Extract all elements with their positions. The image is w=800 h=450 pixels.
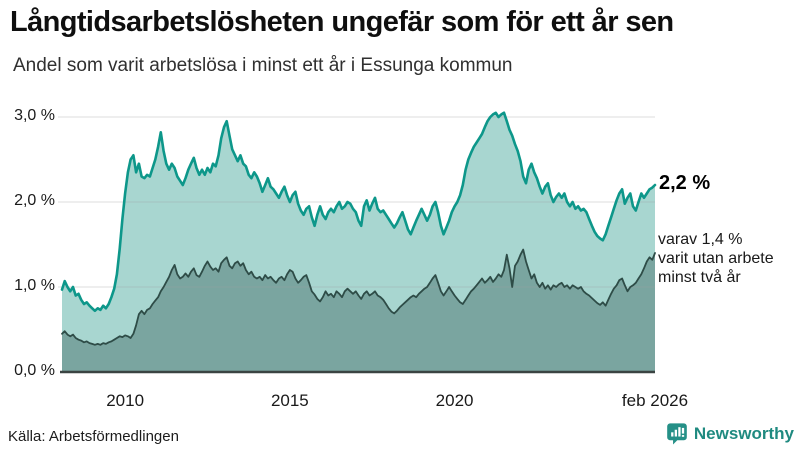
latest-value-label: 2,2 % [659, 172, 711, 194]
two-year-annotation: varav 1,4 % varit utan arbete minst två … [658, 230, 774, 287]
x-axis-tick-label: 2020 [435, 391, 474, 410]
y-axis-tick-label: 2,0 % [14, 192, 55, 209]
y-axis-tick-label: 1,0 % [14, 277, 55, 294]
annotation-line: varav 1,4 % [658, 231, 743, 248]
newsworthy-wordmark: Newsworthy [693, 423, 794, 443]
source-note: Källa: Arbetsförmedlingen [8, 428, 179, 445]
line-total [60, 111, 657, 313]
annotation-line: minst två år [658, 269, 741, 286]
page-subtitle: Andel som varit arbetslösa i minst ett å… [13, 55, 513, 76]
newsworthy-logo[interactable]: Newsworthy [666, 422, 794, 445]
y-axis-tick-label: 0,0 % [14, 362, 55, 379]
newsworthy-chart-bubble-icon [667, 423, 687, 445]
x-axis-tick-label: feb 2026 [621, 391, 689, 410]
page-title: Långtidsarbetslösheten ungefär som för e… [10, 6, 674, 38]
area-two-years [62, 249, 655, 372]
y-axis-tick-label: 3,0 % [14, 107, 55, 124]
annotation-line: varit utan arbete [658, 250, 774, 267]
line-two-years [61, 248, 656, 346]
x-axis-tick-label: 2015 [270, 391, 309, 410]
x-axis-tick-label: 2010 [106, 391, 145, 410]
